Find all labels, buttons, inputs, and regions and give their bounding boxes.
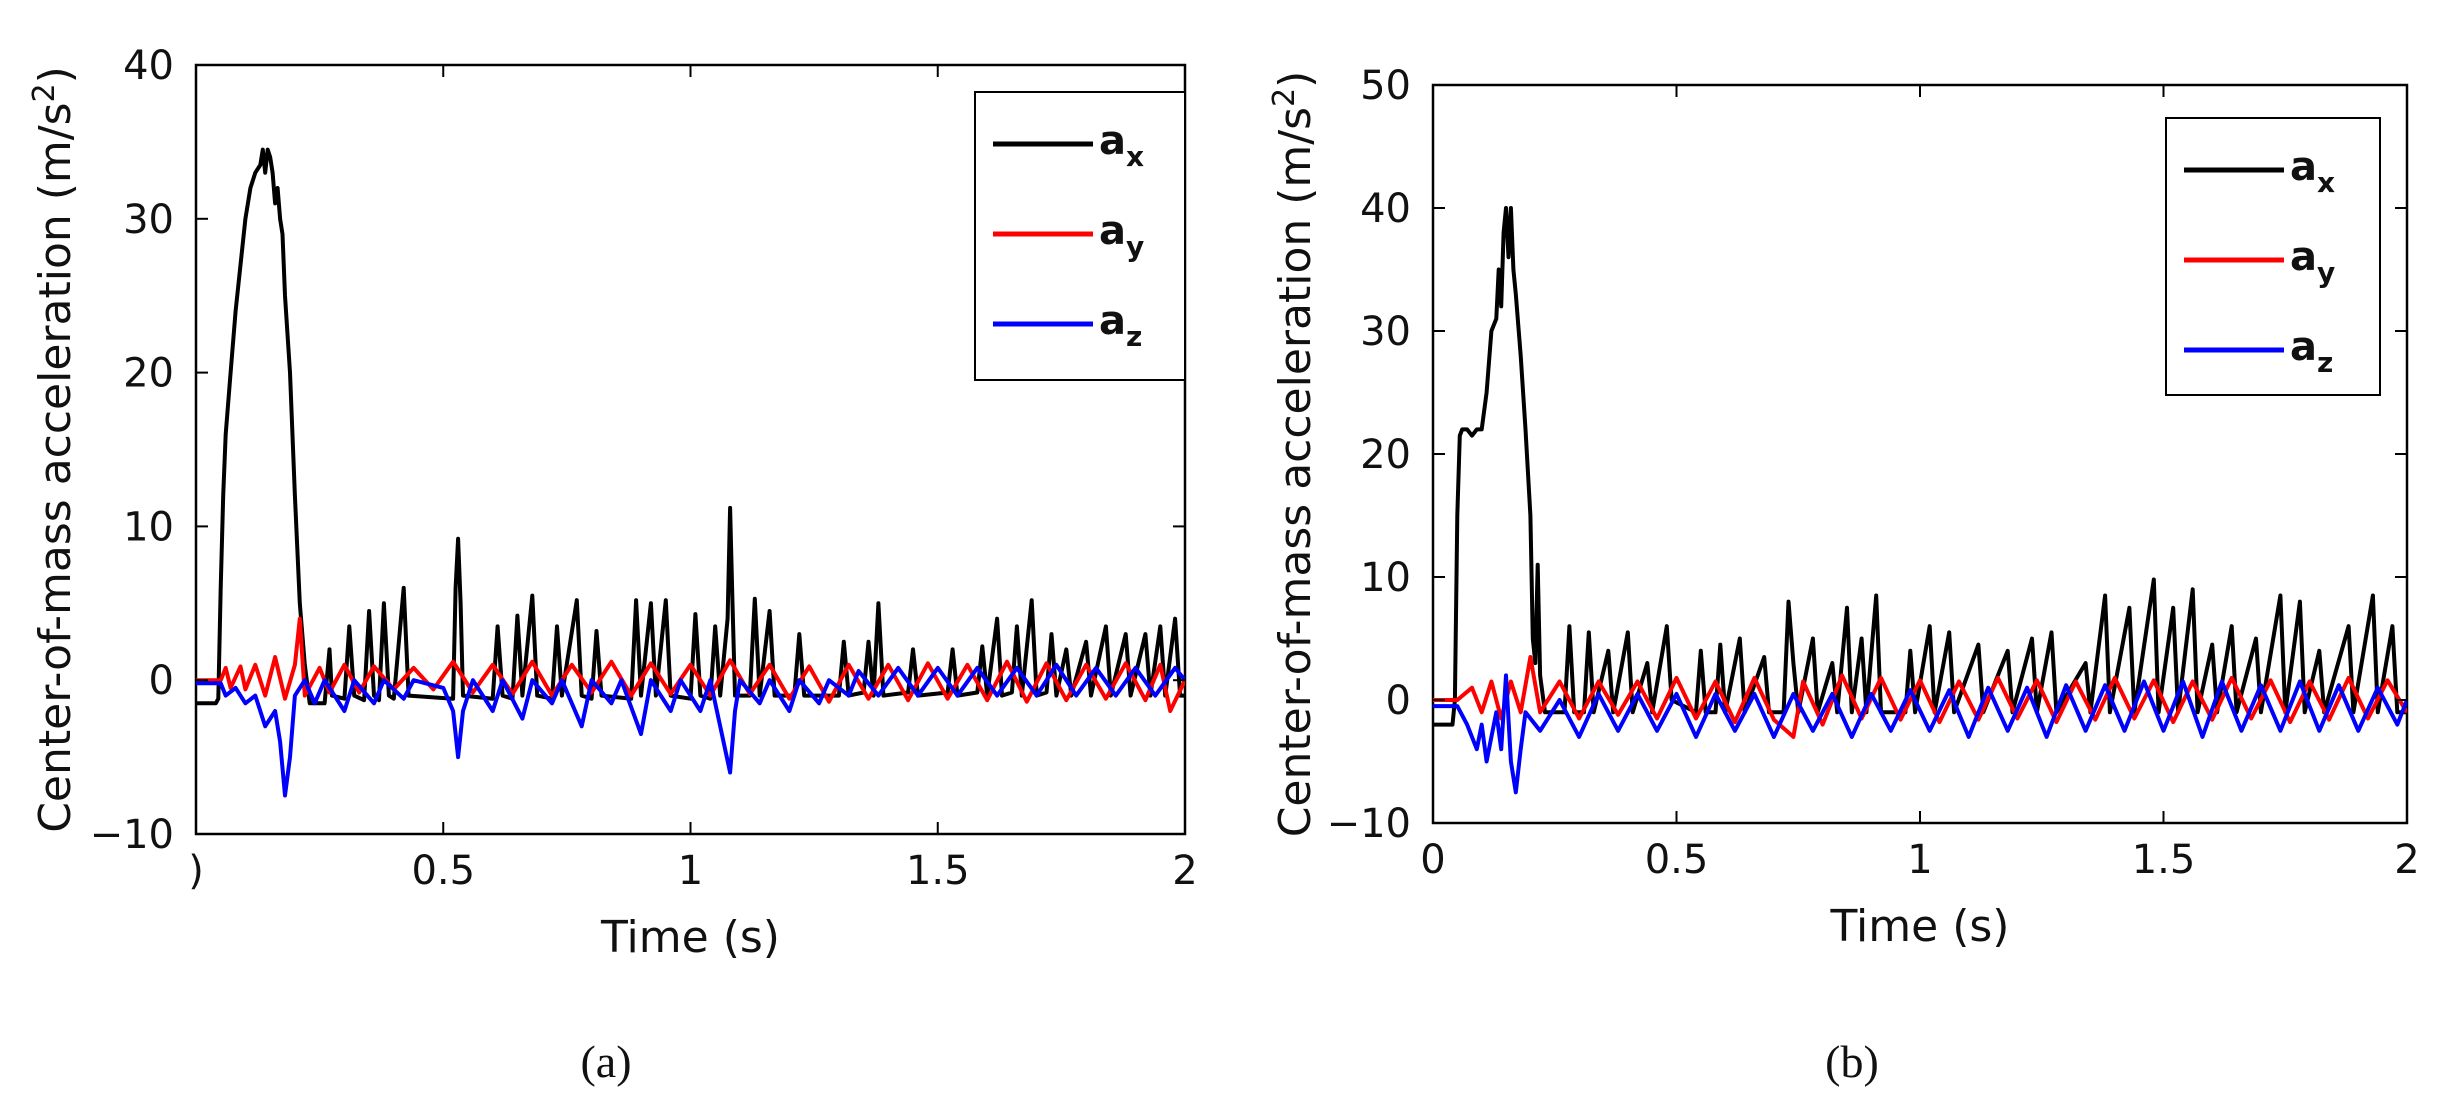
y-tick-label: 40 bbox=[123, 43, 174, 89]
legend-label-sub: x bbox=[1126, 140, 1144, 173]
panel-caption: (b) bbox=[1825, 1036, 1879, 1087]
legend-label-main: a bbox=[2290, 234, 2317, 280]
legend-label-a-y: ay bbox=[1099, 208, 1144, 263]
chart-panel-a: ) 0.5 1 1.5 2 −10 0 10 20 30 40 Time (s) Center-of-m… bbox=[27, 43, 1198, 1087]
y-tick-label: 40 bbox=[1360, 186, 1411, 232]
y-axis-label-end: ) bbox=[1270, 71, 1321, 88]
legend-label-main: a bbox=[2290, 144, 2317, 190]
series-line-a-z bbox=[196, 662, 1185, 798]
x-axis-label: Time (s) bbox=[600, 912, 780, 963]
y-tick-label: 10 bbox=[123, 504, 174, 550]
y-axis-label-text: Center-of-mass acceleration (m/s bbox=[1270, 107, 1321, 837]
x-tick-label: ) bbox=[188, 848, 204, 894]
y-tick-label: 50 bbox=[1360, 63, 1411, 109]
x-tick-label: 0 bbox=[1420, 837, 1445, 883]
x-tick-label: 1 bbox=[1907, 837, 1932, 883]
y-axis-label-sup: 2 bbox=[27, 83, 62, 102]
series-group bbox=[196, 147, 1185, 798]
series-line-a-y bbox=[1433, 655, 2407, 739]
x-tick-label: 2 bbox=[1172, 848, 1197, 894]
legend-label-sub: z bbox=[2317, 346, 2333, 379]
legend-label-a-z: az bbox=[2290, 324, 2333, 379]
y-axis-label: Center-of-mass acceleration (m/s2) bbox=[27, 66, 81, 833]
legend-label-a-z: az bbox=[1099, 298, 1142, 353]
legend-label-main: a bbox=[1099, 208, 1126, 254]
y-tick-label: 30 bbox=[123, 197, 174, 243]
y-tick-label: 20 bbox=[123, 351, 174, 397]
legend-box bbox=[2165, 117, 2381, 396]
y-tick-label: −10 bbox=[90, 812, 174, 858]
y-tick-label: 20 bbox=[1360, 432, 1411, 478]
series-line-a-z bbox=[1433, 673, 2407, 795]
legend-label-sub: z bbox=[1126, 320, 1142, 353]
y-axis-label-sup: 2 bbox=[1267, 88, 1302, 107]
y-tick-label: 0 bbox=[149, 658, 174, 704]
legend-label-main: a bbox=[2290, 324, 2317, 370]
legend-label-a-x: ax bbox=[2290, 144, 2335, 199]
legend-label-main: a bbox=[1099, 298, 1126, 344]
y-axis-label-end: ) bbox=[30, 66, 81, 83]
x-tick-label: 2 bbox=[2394, 837, 2419, 883]
legend-label-sub: x bbox=[2317, 166, 2335, 199]
legend-label-sub: y bbox=[2317, 256, 2335, 289]
x-tick-label: 0.5 bbox=[411, 848, 475, 894]
series-group bbox=[1433, 206, 2407, 795]
y-tick-label: 0 bbox=[1386, 678, 1411, 724]
y-tick-label: 10 bbox=[1360, 555, 1411, 601]
panel-caption: (a) bbox=[580, 1036, 631, 1087]
y-axis-label: Center-of-mass acceleration (m/s2) bbox=[1267, 71, 1321, 838]
x-tick-label: 1.5 bbox=[2132, 837, 2196, 883]
x-tick-label: 0.5 bbox=[1645, 837, 1709, 883]
x-tick-label: 1.5 bbox=[906, 848, 970, 894]
x-axis-label: Time (s) bbox=[1830, 901, 2010, 952]
legend-label-a-x: ax bbox=[1099, 118, 1144, 173]
legend-label-main: a bbox=[1099, 118, 1126, 164]
y-axis-label-text: Center-of-mass acceleration (m/s bbox=[30, 102, 81, 832]
y-tick-label: 30 bbox=[1360, 309, 1411, 355]
legend-label-sub: y bbox=[1126, 230, 1144, 263]
x-tick-label: 1 bbox=[678, 848, 703, 894]
legend-label-a-y: ay bbox=[2290, 234, 2335, 289]
y-tick-label: −10 bbox=[1327, 801, 1411, 847]
